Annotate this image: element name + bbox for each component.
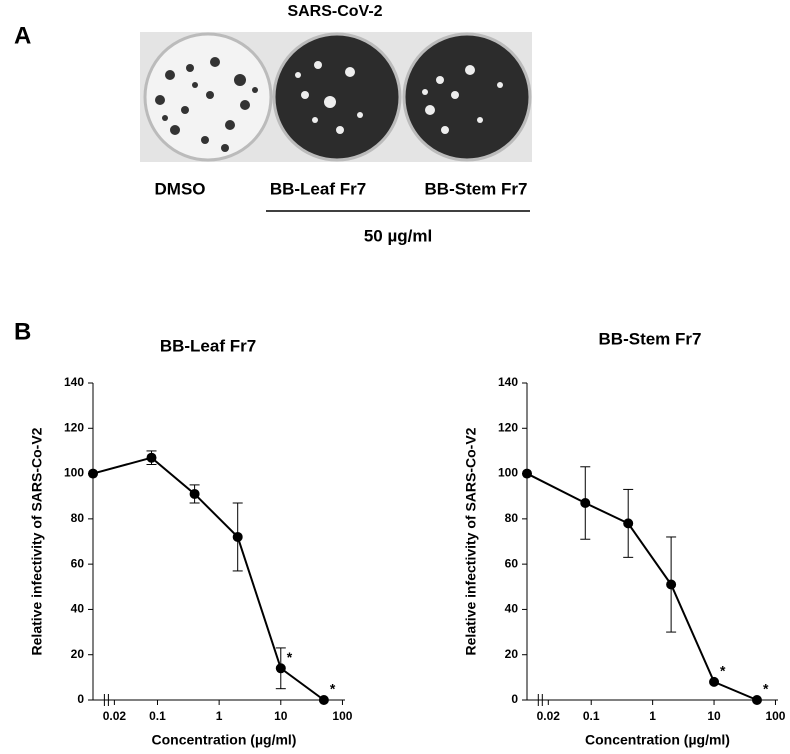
x-tick-label: 100	[332, 709, 352, 723]
x-tick-label: 0.1	[583, 709, 600, 723]
y-axis-label: Relative infectivity of SARS-Co-V2	[463, 427, 479, 655]
x-tick-label: 10	[274, 709, 288, 723]
y-tick-label: 100	[64, 466, 84, 480]
y-tick-label: 20	[505, 647, 519, 661]
data-point	[275, 663, 286, 674]
y-tick-label: 40	[71, 602, 85, 616]
y-tick-label: 0	[511, 692, 518, 706]
x-tick-label: 10	[707, 709, 721, 723]
data-point	[146, 452, 157, 463]
y-tick-label: 80	[71, 511, 85, 525]
data-point	[88, 468, 98, 479]
plate-photo	[140, 32, 532, 162]
y-tick-label: 80	[505, 511, 519, 525]
x-tick-label: 1	[649, 709, 656, 723]
dose-label: 50 µg/ml	[364, 226, 432, 245]
y-tick-label: 100	[498, 466, 518, 480]
data-line	[92, 456, 325, 701]
y-tick-label: 0	[77, 692, 84, 706]
data-point	[709, 676, 720, 687]
chart-title: BB-Stem Fr7	[599, 329, 702, 348]
data-point	[318, 695, 329, 705]
annotation: *	[763, 681, 769, 697]
y-tick-label: 60	[505, 556, 519, 570]
well-label: BB-Stem Fr7	[425, 179, 528, 198]
x-tick-label: 0.02	[537, 709, 561, 723]
data-point	[580, 498, 591, 509]
data-point	[751, 695, 762, 705]
x-tick-label: 1	[216, 709, 223, 723]
y-tick-label: 140	[498, 375, 518, 389]
y-tick-label: 120	[64, 420, 84, 434]
well-label: BB-Leaf Fr7	[270, 179, 366, 198]
data-point	[232, 531, 243, 542]
y-tick-label: 120	[498, 420, 518, 434]
x-axis-label: Concentration (µg/ml)	[152, 732, 297, 748]
y-tick-label: 40	[505, 602, 519, 616]
data-point	[666, 579, 677, 590]
data-point	[522, 468, 532, 479]
x-axis-label: Concentration (µg/ml)	[585, 732, 730, 748]
panel-label: B	[14, 318, 31, 345]
data-line	[526, 472, 758, 701]
y-tick-label: 140	[64, 375, 84, 389]
x-tick-label: 100	[765, 709, 785, 723]
y-axis-label: Relative infectivity of SARS-Co-V2	[29, 427, 45, 655]
x-tick-label: 0.02	[103, 709, 127, 723]
x-tick-label: 0.1	[149, 709, 166, 723]
annotation: *	[720, 663, 726, 679]
panel-label: A	[14, 22, 31, 49]
data-point	[623, 518, 634, 529]
chart-title: BB-Leaf Fr7	[160, 336, 256, 355]
data-point	[189, 488, 200, 499]
panel-title: SARS-CoV-2	[287, 3, 382, 20]
annotation: *	[330, 681, 336, 697]
y-tick-label: 60	[71, 556, 85, 570]
annotation: *	[287, 649, 293, 665]
well-label: DMSO	[155, 179, 206, 198]
y-tick-label: 20	[71, 647, 85, 661]
